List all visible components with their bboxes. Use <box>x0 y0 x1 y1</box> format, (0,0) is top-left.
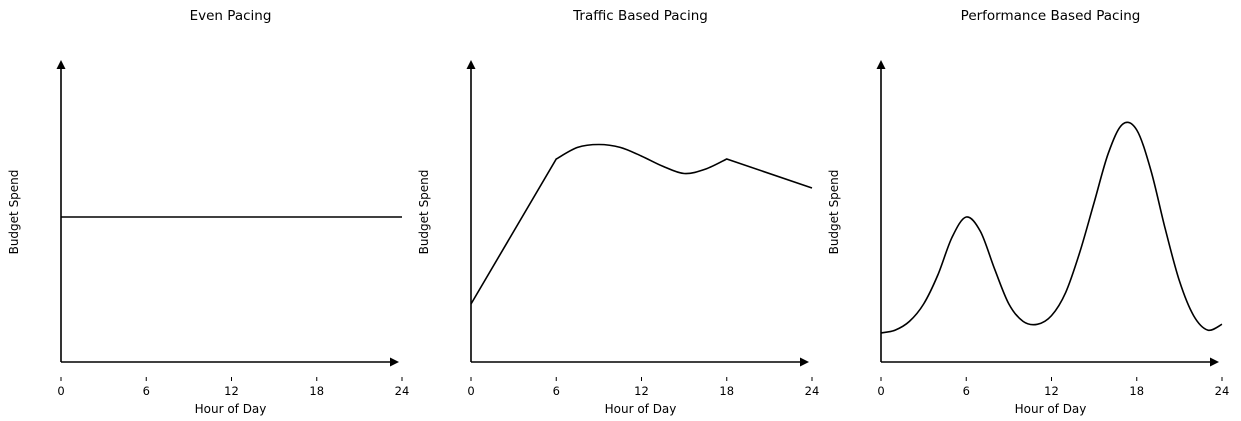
x-axis-label: Hour of Day <box>195 402 267 416</box>
x-axis-arrowhead <box>1210 357 1219 367</box>
y-axis-label: Budget Spend <box>7 170 21 255</box>
x-tick-label: 12 <box>1044 384 1059 398</box>
x-tick-label: 18 <box>309 384 324 398</box>
x-tick-label: 12 <box>224 384 239 398</box>
x-tick-label: 24 <box>1215 384 1230 398</box>
x-axis-label: Hour of Day <box>1015 402 1087 416</box>
chart-panel-3: Performance Based Pacing 0 6 12 18 24 Hour of … <box>827 8 1229 416</box>
x-axis-label: Hour of Day <box>605 402 677 416</box>
chart-panel-1: Even Pacing 0 6 12 18 24 Hour of Day Budget Spe… <box>7 8 409 416</box>
x-tick-label: 6 <box>963 384 970 398</box>
x-tick-label: 24 <box>805 384 820 398</box>
y-axis-label: Budget Spend <box>827 170 841 255</box>
x-axis-arrowhead <box>390 357 399 367</box>
x-tick-label: 6 <box>143 384 150 398</box>
x-tick-label: 12 <box>634 384 649 398</box>
chart-title: Performance Based Pacing <box>961 8 1141 24</box>
series-line <box>880 121 1223 334</box>
y-axis-arrowhead <box>466 60 476 69</box>
x-tick-label: 0 <box>467 384 474 398</box>
y-axis-arrowhead <box>56 60 66 69</box>
chart-panel-2: Traffic Based Pacing 0 6 12 18 24 Hour of Day B… <box>417 8 819 416</box>
x-tick-label: 18 <box>1129 384 1144 398</box>
x-tick-label: 0 <box>877 384 884 398</box>
x-tick-label: 0 <box>57 384 64 398</box>
series-line <box>470 143 813 305</box>
chart-title: Even Pacing <box>190 8 272 24</box>
x-axis-arrowhead <box>800 357 809 367</box>
x-tick-label: 18 <box>719 384 734 398</box>
y-axis-arrowhead <box>876 60 886 69</box>
y-axis-label: Budget Spend <box>417 170 431 255</box>
x-tick-label: 24 <box>395 384 410 398</box>
chart-title: Traffic Based Pacing <box>572 8 708 24</box>
x-tick-label: 6 <box>553 384 560 398</box>
